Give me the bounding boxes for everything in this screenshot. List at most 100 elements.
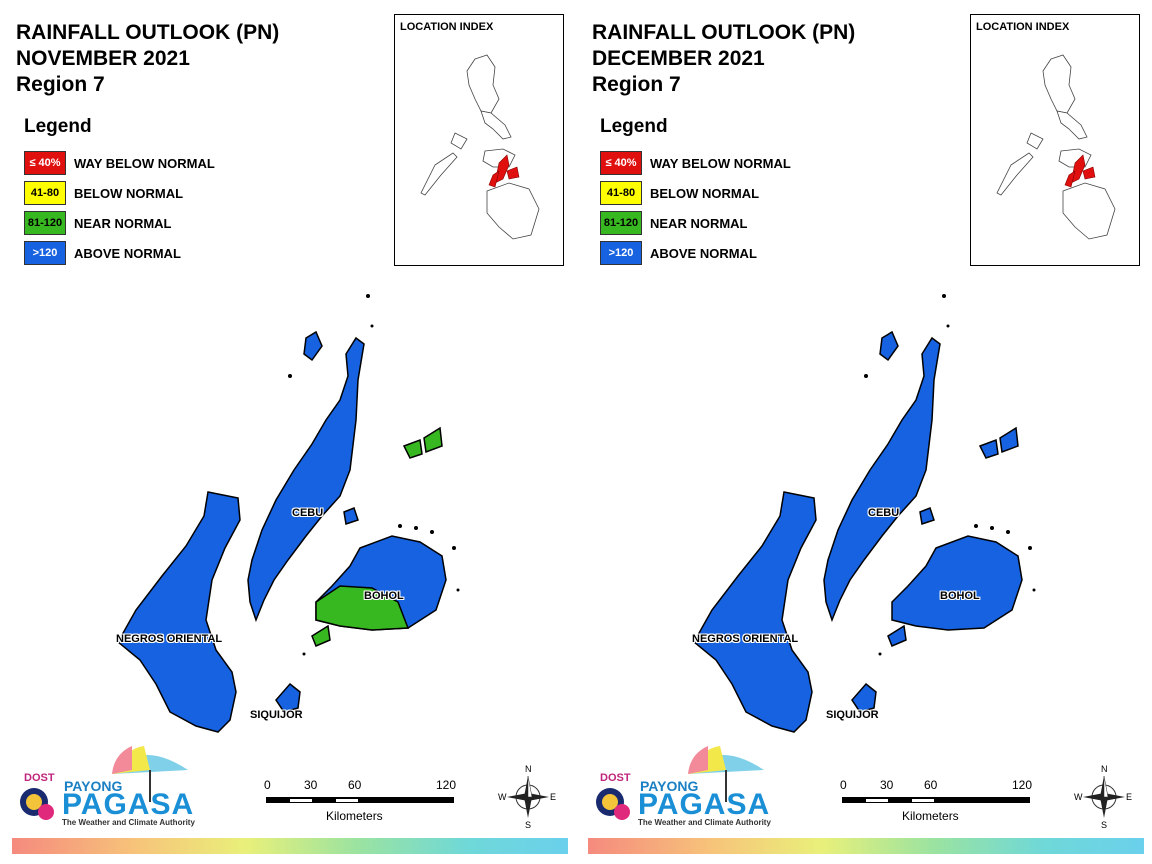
legend-row-above: >120 ABOVE NORMAL [600,238,791,268]
islet-dot [1032,588,1036,592]
mindanao-shape [1062,182,1116,240]
philippines-index-map [996,54,1116,240]
compass-rose: N S E W [1074,764,1134,830]
legend-swatch: >120 [24,241,66,265]
islet-dot [1028,546,1032,550]
location-index: LOCATION INDEX [394,14,564,266]
palawan-shape [996,152,1034,196]
compass-w: W [498,792,507,802]
compass-s: S [1101,820,1108,830]
panglao-island [311,624,331,647]
luzon-shape [1042,54,1076,114]
scale-tick: 120 [1012,778,1033,792]
islet-dot [398,524,402,528]
bohol-shape [891,535,1023,631]
legend-heading: Legend [600,116,668,137]
legend-row-way-below: ≤ 40% WAY BELOW NORMAL [600,148,791,178]
region-map [693,294,1036,733]
islet-dot [414,526,418,530]
label-bohol: BOHOL [940,590,980,602]
mactan-island [919,507,935,525]
region7-highlight-negros [488,170,500,188]
islet-dot [302,652,306,656]
siquijor-shape [851,682,877,713]
location-index-title: LOCATION INDEX [976,21,1070,33]
luzon-shape [466,54,500,114]
logo-payong: PAYONG [64,778,123,794]
legend-row-way-below: ≤ 40% WAY BELOW NORMAL [24,148,215,178]
scale-tick: 0 [264,778,271,792]
scale-tick: 60 [924,778,938,792]
compass-e: E [1126,792,1133,802]
label-siquijor: SIQUIJOR [250,709,303,721]
logo-tagline: The Weather and Climate Authority [638,818,771,827]
legend-row-below: 41-80 BELOW NORMAL [24,178,215,208]
scale-bar: 0 30 60 120 Kilometers [840,778,1040,828]
label-negros-oriental: NEGROS ORIENTAL [692,633,799,645]
mindoro-shape [450,132,468,150]
title-line-3: Region 7 [592,73,681,96]
legend-swatch: ≤ 40% [600,151,642,175]
legend-row-above: >120 ABOVE NORMAL [24,238,215,268]
islet-dot [946,324,950,328]
legend-row-near: 81-120 NEAR NORMAL [600,208,791,238]
legend-label: WAY BELOW NORMAL [650,155,791,171]
compass-e: E [550,792,557,802]
region7-highlight-bohol [506,166,520,180]
legend-label: ABOVE NORMAL [74,245,181,261]
cebu-shape [247,336,365,623]
bantayan-island [303,330,323,362]
camotes-islet-1 [402,438,423,459]
color-gradient-bar [12,838,568,854]
islet-dot [864,374,868,378]
map-title: RAINFALL OUTLOOK (PN) DECEMBER 2021 Regi… [592,20,855,98]
panel-december: RAINFALL OUTLOOK (PN) DECEMBER 2021 Regi… [576,0,1152,864]
legend-swatch: 41-80 [24,181,66,205]
islet-dot [878,652,882,656]
label-bohol: BOHOL [364,590,404,602]
legend-swatch: ≤ 40% [24,151,66,175]
title-line-1: RAINFALL OUTLOOK (PN) [16,21,280,44]
legend-label: WAY BELOW NORMAL [74,155,215,171]
compass-n: N [1101,764,1108,774]
compass-icon [507,775,549,818]
islet-dot [430,530,434,534]
legend: Legend ≤ 40% WAY BELOW NORMAL 41-80 BELO… [24,116,215,268]
cebu-shape [823,336,941,623]
region7-highlight-negros [1064,170,1076,188]
map-title: RAINFALL OUTLOOK (PN) NOVEMBER 2021 Regi… [16,20,279,98]
compass-rose: N S E W [498,764,558,830]
title-line-2: DECEMBER 2021 [592,47,765,70]
islet-dot [288,374,292,378]
scale-tick: 60 [348,778,362,792]
umbrella-icon [596,746,764,820]
compass-w: W [1074,792,1083,802]
color-gradient-bar [588,838,1144,854]
logo-pagasa: PAGASA [638,788,771,821]
pagasa-logo: DOST PAYONG PAGASA The Weather and Clima… [14,740,204,832]
scale-unit: Kilometers [326,809,383,823]
legend-swatch: >120 [600,241,642,265]
bicol-shape [480,110,512,140]
legend-swatch: 81-120 [24,211,66,235]
camotes-islet-2 [999,426,1019,454]
islet-dot [456,588,460,592]
scale-bar-graphic [266,797,454,803]
compass-s: S [525,820,532,830]
palawan-shape [420,152,458,196]
legend: Legend ≤ 40% WAY BELOW NORMAL 41-80 BELO… [600,116,791,268]
scale-tick: 30 [880,778,894,792]
legend-heading: Legend [24,116,92,137]
umbrella-icon [20,746,188,820]
label-siquijor: SIQUIJOR [826,709,879,721]
camotes-islet-1 [978,438,999,459]
scale-tick: 0 [840,778,847,792]
islet-dot [1006,530,1010,534]
bohol-south-shape [315,585,410,631]
legend-label: BELOW NORMAL [650,185,760,201]
location-index-title: LOCATION INDEX [400,21,494,33]
logo-dost: DOST [24,772,55,784]
legend-label: NEAR NORMAL [650,215,748,231]
region7-highlight-bohol [1082,166,1096,180]
philippines-index-map [420,54,540,240]
